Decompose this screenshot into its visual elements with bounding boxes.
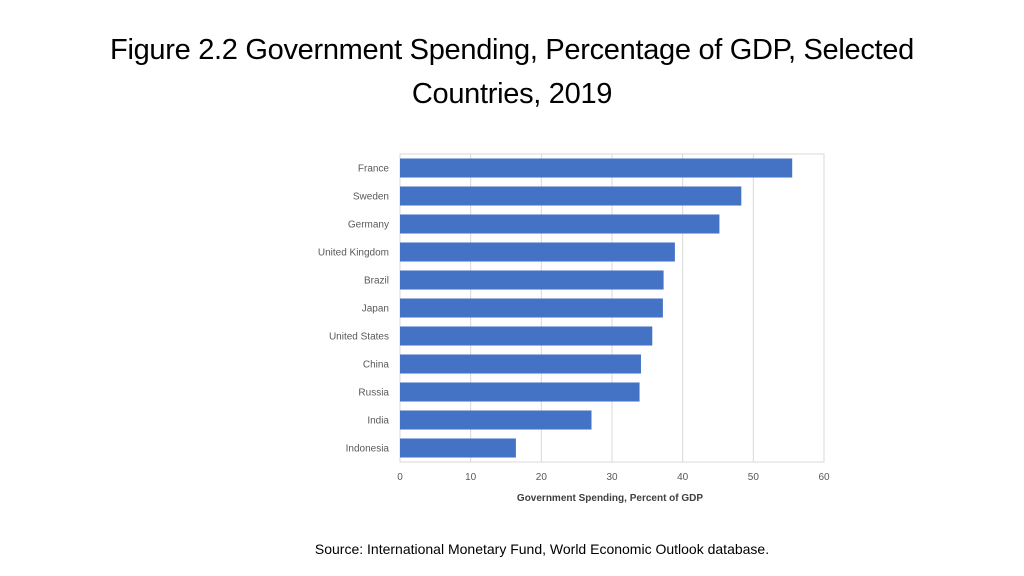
category-label-layer: France Sweden Germany United Kingdom Brazil J…	[318, 164, 390, 455]
source-note: Source: International Monetary Fund, Wor…	[314, 541, 770, 557]
bar	[400, 298, 663, 318]
category-label: France	[358, 164, 390, 175]
bar-chart-svg: France Sweden Germany United Kingdom Brazil J…	[318, 153, 830, 504]
x-tick-label: 50	[748, 472, 760, 483]
bar	[400, 158, 793, 178]
category-label: Indonesia	[346, 444, 390, 455]
slide-title-line-2: Countries, 2019	[411, 78, 613, 110]
x-tick-label: 40	[677, 472, 689, 483]
category-label: Sweden	[353, 192, 389, 203]
x-tick-label: 20	[536, 472, 548, 483]
category-label: China	[363, 360, 390, 371]
category-label: United Kingdom	[318, 248, 389, 259]
category-label: Russia	[358, 388, 389, 399]
bar	[400, 382, 640, 402]
category-label: Japan	[362, 304, 389, 315]
bar	[400, 214, 720, 234]
category-label: United States	[329, 332, 389, 343]
category-label: India	[367, 416, 389, 427]
x-tick-label: 60	[818, 472, 830, 483]
x-tick-label: 30	[606, 472, 618, 483]
category-label: Germany	[348, 220, 389, 231]
bar	[400, 270, 664, 290]
bar	[400, 438, 516, 458]
bar	[400, 410, 592, 430]
x-tick-label: 0	[397, 472, 403, 483]
bar-chart: France Sweden Germany United Kingdom Brazil J…	[300, 148, 840, 512]
bar	[400, 242, 675, 262]
slide-title-line-1: Figure 2.2 Government Spending, Percenta…	[110, 34, 914, 66]
category-label: Brazil	[364, 276, 389, 287]
bar	[400, 326, 653, 346]
slide-title: Figure 2.2 Government Spending, Percenta…	[90, 28, 934, 116]
x-tick-label: 10	[465, 472, 477, 483]
x-tick-label-layer: 0 10 20 30 40 50 60	[397, 472, 830, 483]
x-axis-title: Government Spending, Percent of GDP	[517, 493, 703, 504]
bar	[400, 354, 641, 374]
bar	[400, 186, 742, 206]
bar-layer	[400, 158, 793, 458]
